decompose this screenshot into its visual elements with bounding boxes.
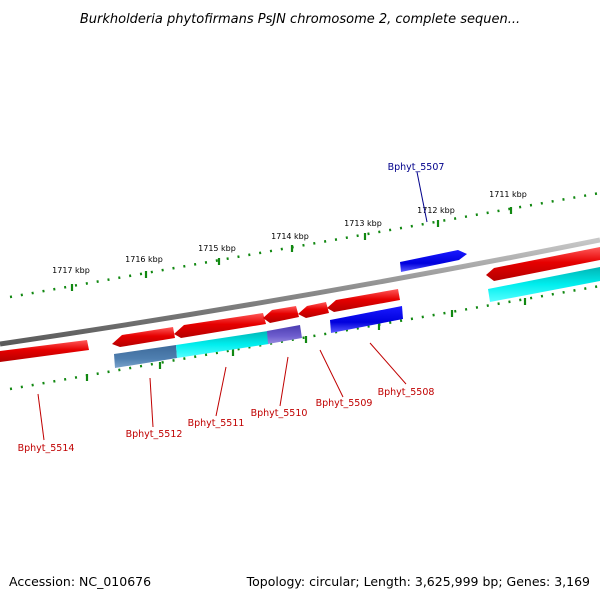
- kbp-label: 1714 kbp: [271, 232, 309, 241]
- ruler-ticks-upper: [70, 207, 513, 291]
- gene-purple-segment[interactable]: [267, 325, 302, 344]
- ruler-labels: 1717 kbp 1716 kbp 1715 kbp 1714 kbp 1713…: [52, 190, 527, 275]
- gene-bphyt-5507[interactable]: [400, 250, 467, 272]
- gene-label-bphyt-5507[interactable]: Bphyt_5507: [388, 162, 445, 173]
- kbp-label: 1713 kbp: [344, 219, 382, 228]
- genes-reverse: [0, 267, 600, 368]
- kbp-label: 1712 kbp: [417, 206, 455, 215]
- ruler-track-upper: [9, 191, 600, 299]
- gene-label-bphyt-5511[interactable]: Bphyt_5511: [188, 418, 245, 429]
- genes-forward: [400, 247, 600, 281]
- gene-right-cyan[interactable]: [488, 267, 600, 302]
- gene-cyan-segment[interactable]: [176, 331, 269, 358]
- gene-label-bphyt-5508[interactable]: Bphyt_5508: [378, 387, 435, 398]
- gene-label-bphyt-5514[interactable]: Bphyt_5514: [18, 443, 75, 454]
- topology-text: Topology: circular; Length: 3,625,999 bp…: [246, 574, 590, 589]
- label-leaders: [37, 171, 428, 441]
- gene-bphyt-5508[interactable]: [330, 306, 403, 333]
- gene-bphyt-5513[interactable]: [112, 327, 175, 347]
- gene-steel-segment[interactable]: [114, 345, 177, 368]
- gene-label-bphyt-5510[interactable]: Bphyt_5510: [251, 408, 308, 419]
- map-title: Burkholderia phytofirmans PsJN chromosom…: [80, 12, 520, 27]
- gene-labels: Bphyt_5507 Bphyt_5508 Bphyt_5509 Bphyt_5…: [18, 162, 445, 454]
- kbp-label: 1711 kbp: [489, 190, 527, 199]
- kbp-label: 1715 kbp: [198, 244, 236, 253]
- ruler-track-lower: [9, 284, 600, 391]
- ruler-ticks-lower: [85, 298, 527, 381]
- gene-right-red[interactable]: [486, 247, 600, 281]
- gene-label-bphyt-5509[interactable]: Bphyt_5509: [316, 398, 373, 409]
- gene-bphyt-5511[interactable]: [263, 306, 299, 323]
- chromosome-backbone: [0, 237, 600, 347]
- gene-bphyt-5514[interactable]: [0, 340, 89, 362]
- gene-bphyt-5509[interactable]: [327, 289, 400, 312]
- gene-label-bphyt-5512[interactable]: Bphyt_5512: [126, 429, 183, 440]
- kbp-label: 1716 kbp: [125, 255, 163, 264]
- gene-bphyt-5510[interactable]: [298, 302, 329, 318]
- kbp-label: 1717 kbp: [52, 266, 90, 275]
- accession-text: Accession: NC_010676: [9, 574, 151, 589]
- gene-bphyt-5512[interactable]: [174, 313, 266, 338]
